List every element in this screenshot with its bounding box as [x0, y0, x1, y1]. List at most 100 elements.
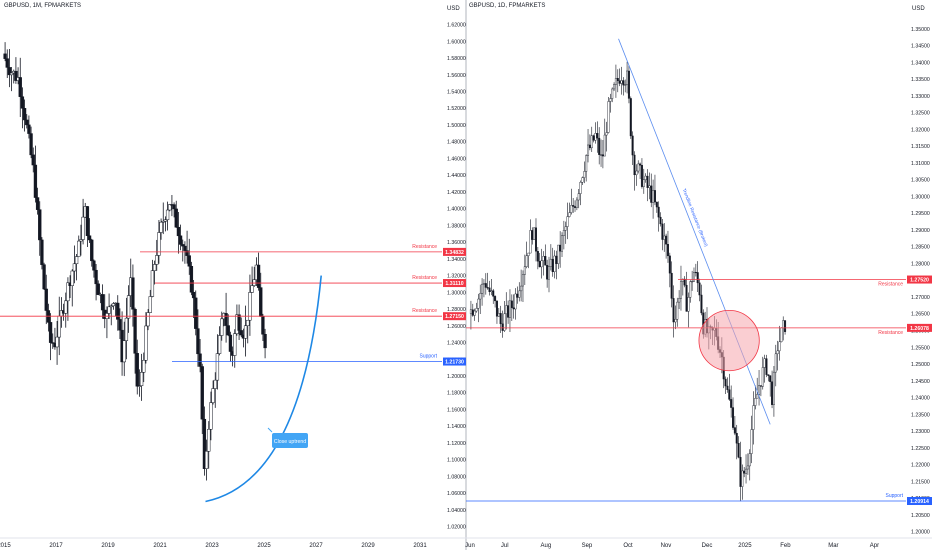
- right-candle-body: [769, 375, 772, 382]
- right-candle-body: [629, 98, 632, 137]
- right-candle-body: [642, 179, 645, 187]
- right-level-price-badge: [907, 323, 932, 332]
- right-candle-body: [609, 98, 612, 102]
- right-x-tick-label: Dec: [702, 543, 713, 549]
- right-candle-body: [678, 298, 681, 303]
- right-candle-body: [784, 320, 787, 332]
- right-candle-body: [761, 367, 764, 387]
- left-candle-body: [152, 264, 157, 271]
- right-candle-body: [585, 155, 588, 172]
- right-y-tick-label: 1.20000: [911, 530, 930, 536]
- left-x-tick-label: 2019: [101, 543, 115, 549]
- right-candle-body: [687, 297, 690, 312]
- right-candle-body: [572, 205, 575, 207]
- right-y-tick-label: 1.31500: [911, 144, 930, 150]
- left-candle-body: [207, 429, 211, 452]
- left-candle-body: [64, 300, 68, 314]
- left-candle-body: [250, 285, 254, 293]
- right-y-tick-label: 1.32000: [911, 127, 930, 133]
- right-candle-body: [670, 272, 673, 299]
- right-candle-body: [637, 163, 640, 172]
- left-candle-body: [176, 226, 181, 237]
- right-y-tick-label: 1.21500: [911, 479, 930, 485]
- right-candle-body: [700, 294, 703, 314]
- left-candle-body: [142, 360, 146, 373]
- left-candle-body: [213, 379, 217, 389]
- right-candle-body: [598, 137, 601, 155]
- right-candle-body: [494, 296, 497, 302]
- right-candle-body: [776, 350, 779, 355]
- left-x-tick-label: 2023: [205, 543, 219, 549]
- right-candle-body: [672, 298, 675, 323]
- right-resistance-label: Resistance: [878, 330, 903, 336]
- left-candle-body: [161, 220, 165, 223]
- right-candle-body: [534, 227, 537, 252]
- right-candle-body: [639, 163, 642, 166]
- left-candle-body: [131, 277, 135, 310]
- left-candle-body: [118, 319, 122, 331]
- right-level-price-badge: [907, 275, 932, 284]
- right-y-tick-label: 1.20500: [911, 513, 930, 519]
- right-candle-body: [533, 227, 536, 240]
- left-y-tick-label: 1.02000: [447, 525, 466, 531]
- left-candle-body: [72, 263, 77, 272]
- right-candle-body: [694, 271, 697, 274]
- right-candle-body: [512, 307, 515, 310]
- right-candle-body: [737, 443, 740, 458]
- left-candle-body: [178, 235, 183, 245]
- right-candle-body: [732, 407, 735, 428]
- right-candle-body: [778, 341, 781, 352]
- left-level-price-badge: [443, 247, 466, 256]
- left-candle-body: [196, 328, 200, 355]
- left-candle-body: [51, 342, 55, 344]
- right-y-tick-label: 1.28500: [911, 245, 930, 251]
- right-candle-body: [553, 255, 556, 273]
- right-y-tick-label: 1.24000: [911, 396, 930, 402]
- right-currency-label: USD: [912, 6, 925, 12]
- uptrend-arc: [205, 275, 322, 503]
- right-candle-body: [581, 177, 584, 183]
- right-candle-body: [748, 453, 751, 467]
- left-y-tick-label: 1.56000: [447, 73, 466, 79]
- left-y-tick-label: 1.08000: [447, 474, 466, 480]
- left-x-tick-label: 2017: [49, 543, 63, 549]
- right-candle-body: [627, 70, 630, 99]
- left-x-tick-label: 2031: [413, 543, 427, 549]
- right-candle-body: [525, 255, 528, 267]
- right-candle-body: [492, 290, 495, 297]
- left-candle-body: [92, 260, 96, 271]
- left-candle-body: [70, 270, 74, 286]
- right-candle-body: [691, 281, 694, 283]
- right-candle-body: [726, 385, 729, 390]
- right-candle-body: [741, 470, 744, 487]
- right-candle-body: [728, 389, 731, 400]
- left-candle-body: [66, 282, 70, 302]
- right-candle-body: [482, 283, 485, 285]
- right-candle-body: [546, 265, 549, 280]
- left-y-tick-label: 1.44000: [447, 173, 466, 179]
- left-candle-body: [259, 287, 263, 317]
- right-candle-body: [490, 290, 493, 292]
- right-candle-body: [538, 261, 541, 268]
- left-candle-body: [226, 325, 230, 336]
- left-candle-body: [18, 77, 22, 97]
- right-candle-body: [650, 185, 653, 203]
- right-candle-body: [756, 394, 759, 399]
- right-candle-body: [774, 353, 777, 373]
- left-candle-body: [7, 67, 12, 76]
- right-y-tick-label: 1.30500: [911, 178, 930, 184]
- right-candle-body: [624, 84, 627, 86]
- left-candle-body: [165, 209, 170, 221]
- right-candle-body: [685, 284, 688, 312]
- right-x-tick-label: Jun: [465, 543, 475, 549]
- left-y-tick-label: 1.42000: [447, 190, 466, 196]
- left-y-tick-label: 1.52000: [447, 106, 466, 112]
- right-candle-body: [646, 175, 649, 188]
- left-candle-body: [243, 325, 248, 339]
- right-candle-body: [661, 223, 664, 240]
- left-y-tick-label: 1.04000: [447, 508, 466, 514]
- right-candle-body: [652, 190, 655, 203]
- left-candle-body: [94, 269, 98, 285]
- right-candle-body: [635, 170, 638, 176]
- right-x-tick-label: Aug: [540, 543, 551, 549]
